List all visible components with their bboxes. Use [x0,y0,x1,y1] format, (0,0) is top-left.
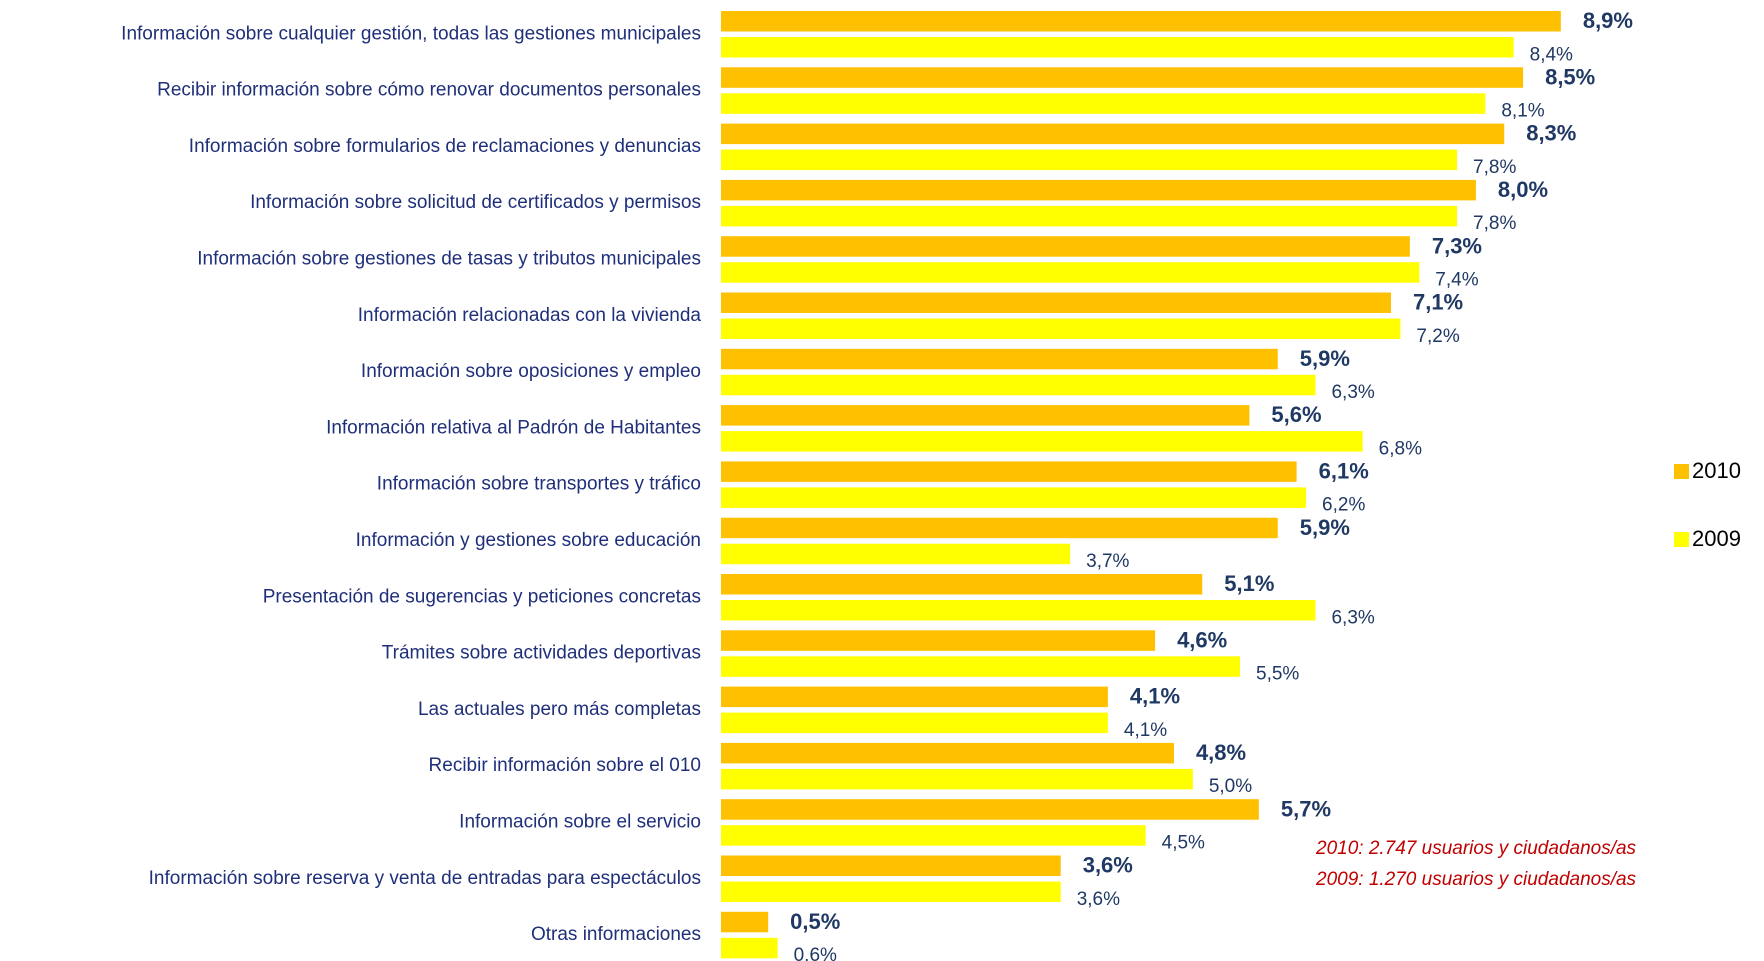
bar [721,911,769,933]
category-label: Información sobre cualquier gestión, tod… [121,23,701,44]
category-label: Las actuales pero más completas [418,699,701,720]
bar [721,574,1203,595]
value-label: 7,1% [1413,290,1463,315]
value-label: 5,7% [1281,796,1331,821]
category-label: Trámites sobre actividades deportivas [382,643,701,664]
category-label: Información sobre formularios de reclama… [189,136,701,157]
value-label: 7,8% [1473,157,1516,178]
bar [721,686,1108,708]
value-label: 7,8% [1473,213,1516,234]
bar [721,11,1561,32]
value-label: 3,6% [1077,889,1120,910]
legend-swatch [1674,464,1689,479]
bar [721,600,1316,621]
category-label: Información y gestiones sobre educación [356,530,701,551]
category-label: Información sobre solicitud de certifica… [250,192,701,213]
value-label: 5,5% [1256,664,1299,685]
value-label: 8,1% [1501,101,1544,122]
value-label: 8,0% [1498,177,1548,202]
legend-label: 2010 [1692,458,1741,483]
bar [721,742,1174,764]
category-label: Recibir información sobre el 010 [429,755,701,776]
category-label: Información sobre transportes y tráfico [377,474,701,495]
value-label: 3,6% [1083,853,1133,878]
bar [721,630,1156,651]
bar [721,656,1240,677]
bar [721,205,1458,227]
value-label: 4,6% [1177,627,1227,652]
value-label: 8,9% [1583,8,1633,33]
bar [721,881,1061,902]
value-label: 0.6% [794,945,837,961]
category-label: Información sobre gestiones de tasas y t… [197,248,701,269]
bar [721,825,1146,846]
bar [721,123,1505,145]
annotation: 2009: 1.270 usuarios y ciudadanos/as [1315,869,1637,890]
bar [721,149,1458,171]
bar [721,405,1250,426]
value-label: 4,8% [1196,740,1246,765]
value-label: 4,5% [1162,832,1205,853]
value-label: 5,9% [1300,346,1350,371]
value-label: 6,8% [1379,438,1422,459]
value-label: 4,1% [1130,684,1180,709]
bar [721,517,1278,539]
category-label: Información relacionadas con la vivienda [358,305,702,326]
bar [721,799,1259,820]
value-label: 5,6% [1271,402,1321,427]
value-label: 8,3% [1526,121,1576,146]
value-label: 4,1% [1124,720,1167,741]
value-label: 6,2% [1322,495,1365,516]
bar [721,543,1071,565]
category-label: Información sobre oposiciones y empleo [361,361,701,382]
bar [721,431,1363,452]
bar [721,487,1307,508]
bar [721,292,1391,313]
bar [721,67,1524,88]
bar [721,93,1486,114]
value-label: 8,5% [1545,64,1595,89]
value-label: 6,1% [1319,458,1369,483]
bar [721,318,1401,339]
value-label: 7,3% [1432,233,1482,258]
bar [721,461,1297,482]
value-label: 5,0% [1209,776,1252,797]
value-label: 5,1% [1224,571,1274,596]
legend-label: 2009 [1692,526,1741,551]
value-label: 6,3% [1331,382,1374,403]
bar [721,236,1410,257]
category-label: Otras informaciones [531,924,701,945]
category-label: Información sobre el servicio [459,811,701,832]
value-label: 8,4% [1530,44,1573,65]
bar [721,937,778,959]
bar [721,348,1278,370]
value-label: 3,7% [1086,551,1129,572]
value-label: 6,3% [1331,607,1374,628]
value-label: 0,5% [790,909,840,934]
category-label: Información sobre reserva y venta de ent… [149,868,701,889]
legend-swatch [1674,532,1689,547]
bar [721,374,1316,396]
bar [721,712,1108,734]
value-label: 7,2% [1416,326,1459,347]
value-label: 5,9% [1300,515,1350,540]
bar [721,855,1061,876]
bar [721,179,1476,201]
bar [721,262,1420,283]
value-label: 7,4% [1435,269,1478,290]
category-label: Presentación de sugerencias y peticiones… [263,586,701,607]
annotation: 2010: 2.747 usuarios y ciudadanos/as [1315,838,1637,859]
category-label: Recibir información sobre cómo renovar d… [157,80,701,101]
bar [721,768,1193,790]
category-label: Información relativa al Padrón de Habita… [326,417,701,438]
bar [721,37,1514,58]
